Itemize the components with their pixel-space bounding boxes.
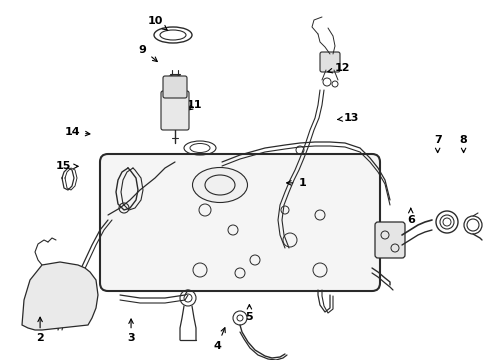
Text: 3: 3 xyxy=(127,319,135,343)
Text: 7: 7 xyxy=(433,135,441,153)
Text: 2: 2 xyxy=(36,317,44,343)
Text: 14: 14 xyxy=(64,127,90,138)
Ellipse shape xyxy=(165,75,183,85)
FancyBboxPatch shape xyxy=(161,91,189,130)
FancyBboxPatch shape xyxy=(100,154,379,291)
Text: 1: 1 xyxy=(286,178,305,188)
Text: 5: 5 xyxy=(245,305,253,322)
Text: 11: 11 xyxy=(186,100,202,110)
Ellipse shape xyxy=(192,167,247,202)
FancyBboxPatch shape xyxy=(163,76,186,98)
Text: 10: 10 xyxy=(147,16,167,30)
Text: 8: 8 xyxy=(459,135,467,153)
FancyBboxPatch shape xyxy=(374,222,404,258)
Polygon shape xyxy=(22,262,98,330)
Text: 9: 9 xyxy=(139,45,157,62)
Text: 13: 13 xyxy=(337,113,358,123)
FancyBboxPatch shape xyxy=(319,52,339,72)
Text: 12: 12 xyxy=(327,63,349,73)
Text: 6: 6 xyxy=(406,208,414,225)
Text: 15: 15 xyxy=(56,161,78,171)
Text: 4: 4 xyxy=(213,328,225,351)
Ellipse shape xyxy=(204,175,235,195)
